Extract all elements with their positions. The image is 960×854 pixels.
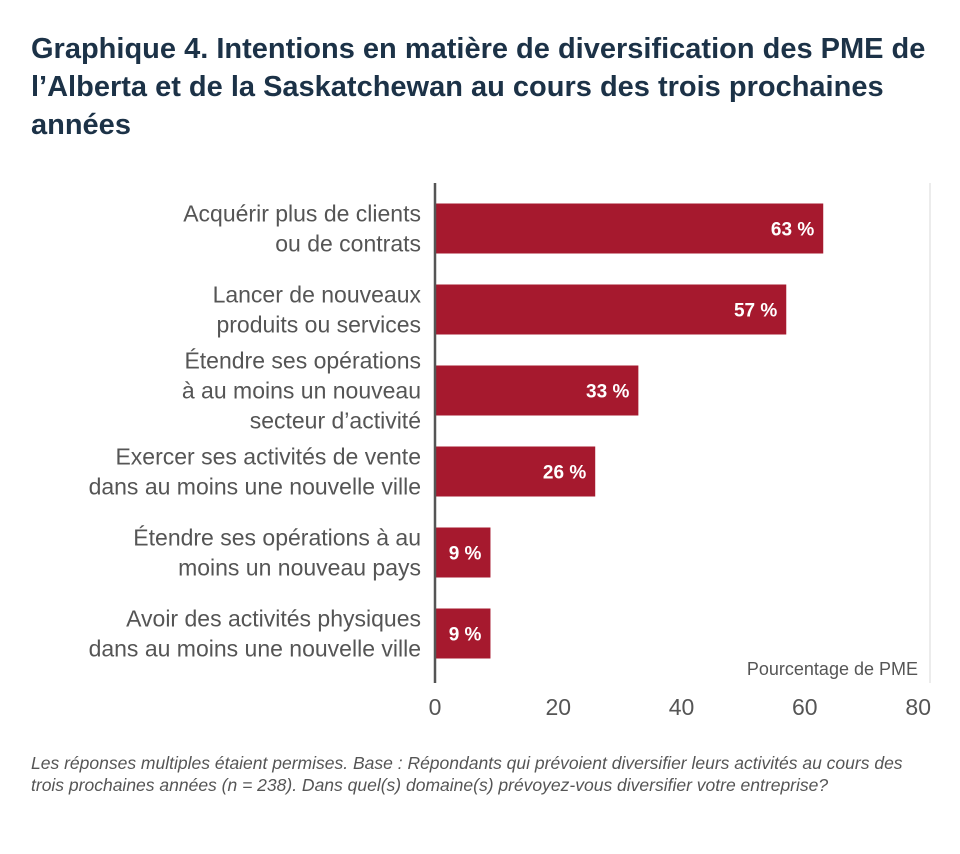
category-label-line: Acquérir plus de clients bbox=[183, 201, 421, 227]
category-label-6: Avoir des activités physiques dans au moi… bbox=[89, 606, 421, 662]
category-label-3: Étendre ses opérations à au moins un nouv… bbox=[182, 348, 421, 434]
bar-5 bbox=[435, 527, 491, 578]
x-tick-label-60: 60 bbox=[792, 694, 818, 720]
x-tick-label-20: 20 bbox=[545, 694, 571, 720]
value-label-5: 9 % bbox=[449, 544, 482, 565]
bar-4 bbox=[435, 446, 596, 497]
bar-chart: Acquérir plus de clients ou de contrats La… bbox=[89, 183, 931, 720]
category-label-line: à au moins un nouveau bbox=[182, 378, 421, 404]
category-label-line: Lancer de nouveaux bbox=[213, 282, 422, 308]
bar-1 bbox=[435, 203, 824, 254]
category-label-5: Étendre ses opérations à au moins un nouv… bbox=[133, 525, 421, 581]
x-axis-title: Pourcentage de PME bbox=[747, 659, 918, 679]
category-label-1: Acquérir plus de clients ou de contrats bbox=[183, 201, 421, 257]
category-label-line: produits ou services bbox=[216, 312, 421, 338]
value-label-4: 26 % bbox=[543, 463, 586, 484]
bar-3 bbox=[435, 365, 639, 416]
category-label-4: Exercer ses activités de vente dans au mo… bbox=[89, 444, 421, 500]
category-label-line: secteur d’activité bbox=[250, 408, 421, 434]
category-label-2: Lancer de nouveaux produits ou services bbox=[213, 282, 422, 338]
bar-2 bbox=[435, 284, 787, 335]
category-label-line: Avoir des activités physiques bbox=[126, 606, 421, 632]
bar-6 bbox=[435, 608, 491, 659]
value-label-1: 63 % bbox=[771, 220, 814, 241]
category-label-line: dans au moins une nouvelle ville bbox=[89, 474, 421, 500]
category-label-line: Étendre ses opérations bbox=[184, 348, 421, 374]
category-label-line: Exercer ses activités de vente bbox=[115, 444, 421, 470]
chart-note: Les réponses multiples étaient permises.… bbox=[31, 753, 903, 795]
category-label-line: dans au moins une nouvelle ville bbox=[89, 636, 421, 662]
category-label-line: ou de contrats bbox=[275, 231, 421, 257]
category-label-line: moins un nouveau pays bbox=[178, 555, 421, 581]
x-tick-label-80: 80 bbox=[905, 694, 931, 720]
x-tick-label-0: 0 bbox=[429, 694, 442, 720]
value-label-6: 9 % bbox=[449, 625, 482, 646]
value-label-2: 57 % bbox=[734, 301, 777, 322]
x-tick-label-40: 40 bbox=[669, 694, 695, 720]
category-label-line: Étendre ses opérations à au bbox=[133, 525, 421, 551]
value-label-3: 33 % bbox=[586, 382, 629, 403]
chart-title: Graphique 4. Intentions en matière de di… bbox=[31, 33, 926, 141]
